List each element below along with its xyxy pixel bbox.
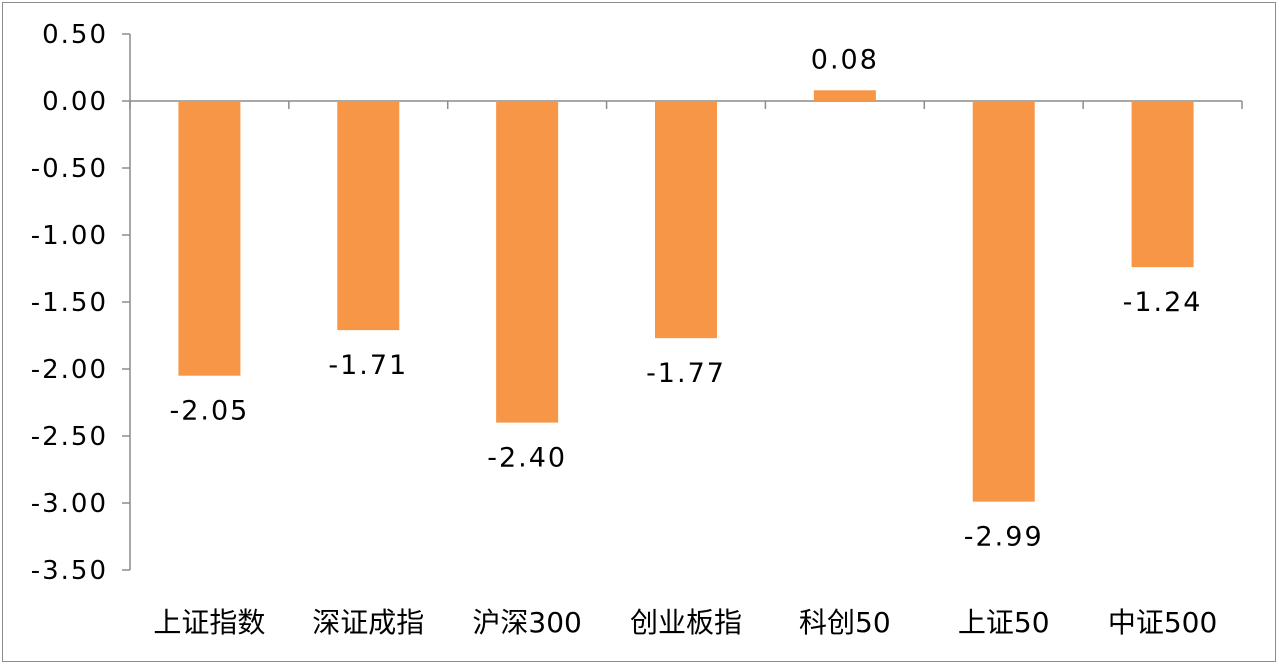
category-label: 创业板指 <box>630 606 742 639</box>
bar <box>655 101 717 339</box>
y-tick-label: 0.00 <box>42 87 108 117</box>
data-label: -2.40 <box>487 443 567 474</box>
y-tick-label: -2.00 <box>31 355 108 385</box>
y-tick-label: 0.50 <box>42 20 108 50</box>
data-label: -1.71 <box>328 350 408 381</box>
category-label: 中证500 <box>1108 606 1217 639</box>
bar <box>813 90 876 101</box>
y-tick-label: -0.50 <box>31 154 108 184</box>
y-tick-label: -2.50 <box>31 422 108 452</box>
y-tick-label: -1.50 <box>31 288 108 318</box>
category-label: 深证成指 <box>312 606 424 639</box>
category-label: 上证50 <box>958 606 1050 639</box>
data-label: -2.99 <box>964 522 1044 553</box>
bar <box>972 101 1035 502</box>
data-label: -2.05 <box>169 396 249 427</box>
data-label: 0.08 <box>811 44 879 75</box>
category-label: 科创50 <box>799 606 891 639</box>
bar <box>337 101 400 331</box>
y-tick-label: -3.00 <box>31 489 108 519</box>
category-label: 沪深300 <box>472 606 581 639</box>
category-label: 上证指数 <box>153 606 265 639</box>
data-label: -1.77 <box>646 358 726 389</box>
bar <box>1131 101 1194 268</box>
y-tick-label: -3.50 <box>31 556 108 586</box>
bar <box>178 101 241 376</box>
y-tick-label: -1.00 <box>31 221 108 251</box>
data-label: -1.24 <box>1123 287 1203 318</box>
bar <box>496 101 559 423</box>
